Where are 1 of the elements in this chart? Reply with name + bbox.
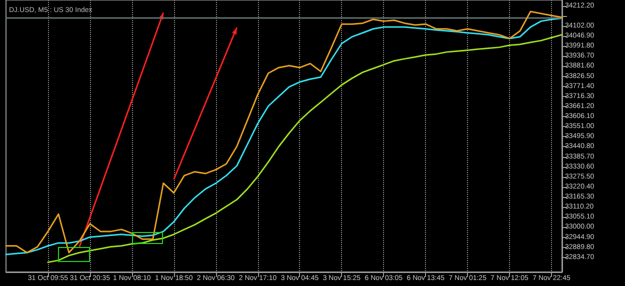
line-series bbox=[47, 34, 563, 264]
